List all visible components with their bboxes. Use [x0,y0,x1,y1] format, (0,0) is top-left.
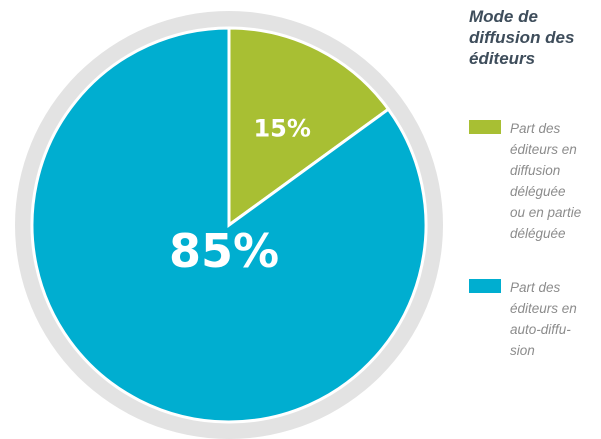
legend-swatch-delegated [469,120,501,134]
legend-label-line: sion [510,343,535,358]
legend-label-line: diffusion [510,163,561,178]
legend-label-line: éditeurs en [510,301,577,316]
legend-label-line: Part des [510,121,561,136]
pie-label-delegated: 15% [253,114,310,142]
legend-title-line: éditeurs [469,49,536,68]
legend-title-line: Mode de [469,7,538,26]
legend-label-line: ou en partie [510,205,582,220]
legend-label-line: déléguée [510,184,566,199]
legend-label-auto: Part des éditeurs en auto-diffu- sion [510,277,600,361]
legend-label-line: auto-diffu- [510,322,571,337]
legend-label-line: Part des [510,280,561,295]
legend-label-line: éditeurs en [510,142,577,157]
pie-label-auto: 85% [169,224,279,278]
pie-slices [30,26,428,424]
legend-swatch-auto [469,279,501,293]
legend-title: Mode de diffusion des éditeurs [469,6,599,69]
pie-slice-auto [30,26,428,424]
pie-labels: 15% 85% [169,114,311,278]
pie-slice-delegated [227,26,391,228]
legend-label-line: déléguée [510,226,566,241]
legend-label-delegated: Part des éditeurs en diffusion déléguée … [510,118,600,244]
legend-title-line: diffusion des [469,28,575,47]
